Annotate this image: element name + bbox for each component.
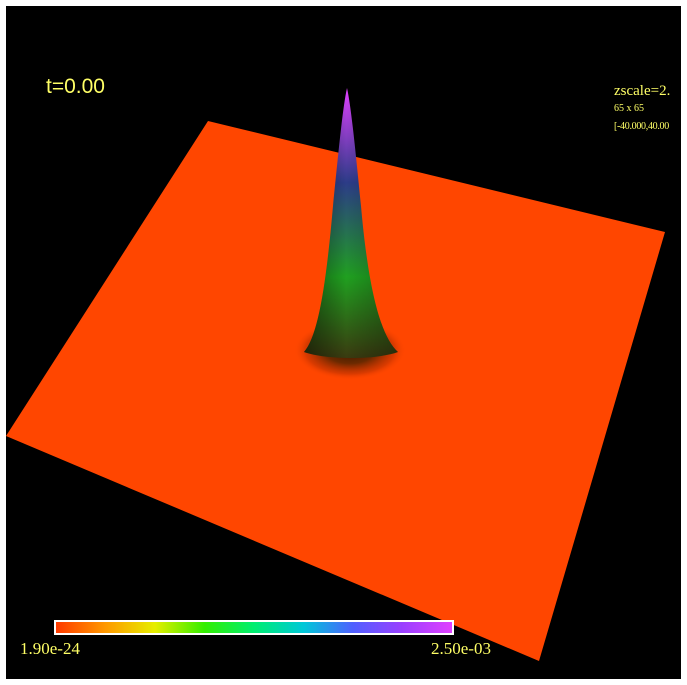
render-viewport[interactable]: t=0.00 zscale=2. 65 x 65 [-40.000,40.00 … [6,6,681,679]
gaussian-peak-shading [304,88,398,358]
zscale-label: zscale=2. [614,83,671,99]
surface-plane [6,121,665,661]
domain-range-label: [-40.000,40.00 [614,121,669,132]
surface-plot-scene [6,88,665,661]
colorbar-max-label: 2.50e-03 [431,639,491,658]
time-label: t=0.00 [46,75,105,98]
colorbar-min-label: 1.90e-24 [20,639,80,658]
grid-size-label: 65 x 65 [614,103,644,114]
colorbar [54,620,454,635]
